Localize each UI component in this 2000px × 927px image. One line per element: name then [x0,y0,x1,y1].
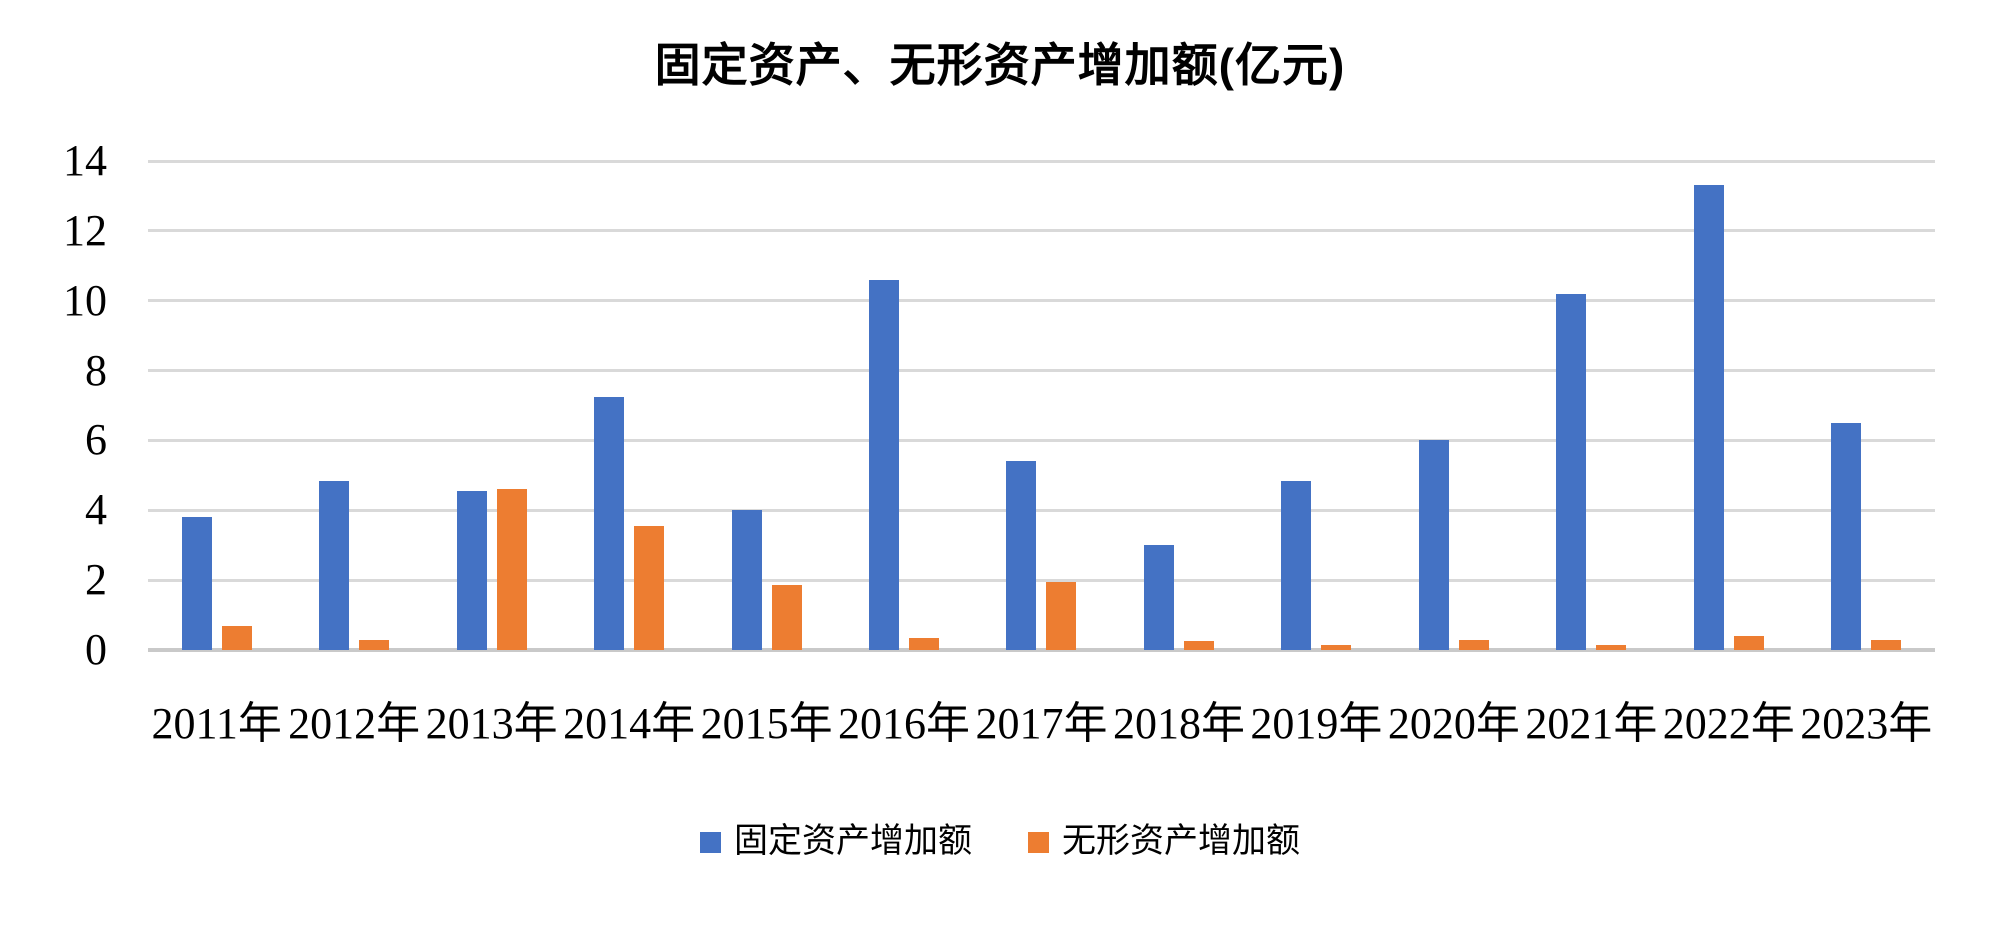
y-tick-label: 2 [85,555,107,605]
chart-legend: 固定资产增加额 无形资产增加额 [0,822,2000,862]
x-axis-baseline [148,647,1935,652]
bar-group [973,161,1110,650]
bar-固定资产增加额 [1418,440,1449,650]
legend-item: 固定资产增加额 [700,822,972,862]
bar-固定资产增加额 [1831,422,1862,650]
bar-无形资产增加额 [1046,581,1077,650]
bar-group [1110,161,1247,650]
bar-无形资产增加额 [1321,644,1352,650]
gridline [148,508,1935,512]
bar-group [285,161,422,650]
x-tick-label: 2020年 [1387,699,1520,748]
bar-group [835,161,972,650]
gridline [148,159,1935,163]
y-tick-label: 4 [85,485,107,535]
bar-无形资产增加额 [359,639,390,650]
y-tick-label: 10 [63,275,107,325]
bar-无形资产增加额 [496,489,527,650]
bar-无形资产增加额 [909,637,940,650]
bar-无形资产增加额 [221,625,252,650]
bar-固定资产增加额 [1556,293,1587,650]
bar-无形资产增加额 [1458,639,1489,650]
bar-无形资产增加额 [771,585,802,650]
bar-group [1385,161,1522,650]
legend-label: 固定资产增加额 [734,823,972,860]
y-tick-label: 14 [63,136,107,185]
bar-group [698,161,835,650]
y-tick-label: 8 [85,345,107,395]
y-axis-tick-labels: 0 2 4 6 8 10 12 14 [0,0,107,927]
bar-固定资产增加额 [456,491,487,650]
bar-group [1523,161,1660,650]
bar-无形资产增加额 [1733,636,1764,650]
bar-group [560,161,697,650]
bar-固定资产增加额 [731,510,762,650]
x-axis-tick-labels: 2011年 2012年 2013年 2014年 2015年 2016年 2017年 2018年… [148,698,1935,750]
bar-group [1660,161,1797,650]
gridline [148,438,1935,442]
bar-固定资产增加额 [1281,480,1312,650]
bar-固定资产增加额 [319,480,350,650]
x-tick-label: 2023年 [1800,699,1933,748]
bar-group [1248,161,1385,650]
bar-group [423,161,560,650]
x-tick-label: 2017年 [975,699,1108,748]
x-tick-label: 2012年 [288,699,421,748]
gridline [148,369,1935,373]
bar-固定资产增加额 [594,396,625,650]
bar-group [1798,161,1935,650]
x-tick-label: 2015年 [700,699,833,748]
chart-title: 固定资产、无形资产增加额(亿元) [654,39,1346,91]
bar-固定资产增加额 [1693,185,1724,650]
x-tick-label: 2022年 [1662,699,1795,748]
legend-swatch-icon [1028,831,1049,853]
bar-无形资产增加额 [1871,639,1902,650]
x-tick-label: 2014年 [563,699,696,748]
bar-无形资产增加额 [1596,644,1627,650]
plot-area [148,159,1935,652]
x-tick-label: 2013年 [425,699,558,748]
y-tick-label: 6 [85,415,107,465]
bar-无形资产增加额 [1183,641,1214,650]
x-tick-label: 2018年 [1112,699,1245,748]
x-tick-label: 2016年 [838,699,971,748]
legend-item: 无形资产增加额 [1028,822,1300,862]
y-tick-label: 12 [63,205,107,255]
bar-固定资产增加额 [869,279,900,650]
gridline [148,578,1935,582]
legend-swatch-icon [700,831,721,853]
gridline [148,229,1935,233]
bar-固定资产增加额 [1143,545,1174,650]
x-tick-label: 2019年 [1250,699,1383,748]
x-tick-label: 2011年 [151,699,282,748]
bar-无形资产增加额 [634,526,665,650]
legend-label: 无形资产增加额 [1062,823,1300,860]
gridline [148,299,1935,303]
bar-固定资产增加额 [1006,461,1037,650]
bar-固定资产增加额 [181,517,212,650]
x-tick-label: 2021年 [1525,699,1658,748]
bar-group [148,161,285,650]
y-tick-label: 0 [85,625,107,674]
